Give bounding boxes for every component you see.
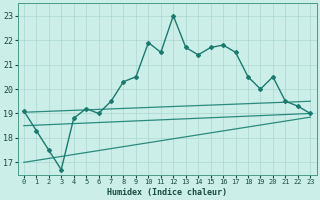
X-axis label: Humidex (Indice chaleur): Humidex (Indice chaleur): [107, 188, 227, 197]
